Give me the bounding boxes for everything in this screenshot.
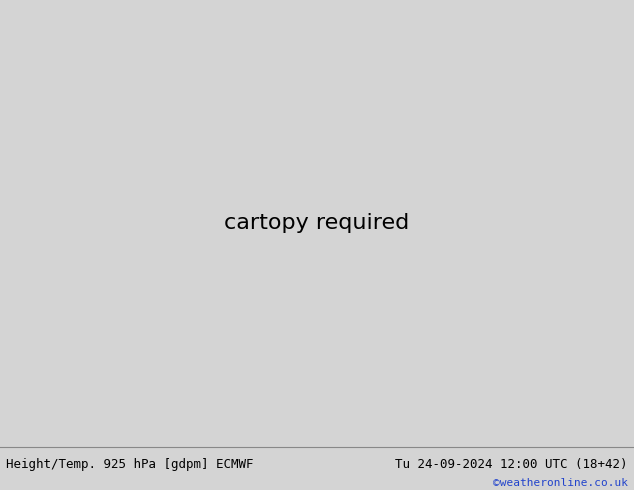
Text: Height/Temp. 925 hPa [gdpm] ECMWF: Height/Temp. 925 hPa [gdpm] ECMWF [6, 458, 254, 471]
Text: ©weatheronline.co.uk: ©weatheronline.co.uk [493, 478, 628, 488]
Text: Tu 24-09-2024 12:00 UTC (18+42): Tu 24-09-2024 12:00 UTC (18+42) [395, 458, 628, 471]
Text: cartopy required: cartopy required [224, 213, 410, 233]
